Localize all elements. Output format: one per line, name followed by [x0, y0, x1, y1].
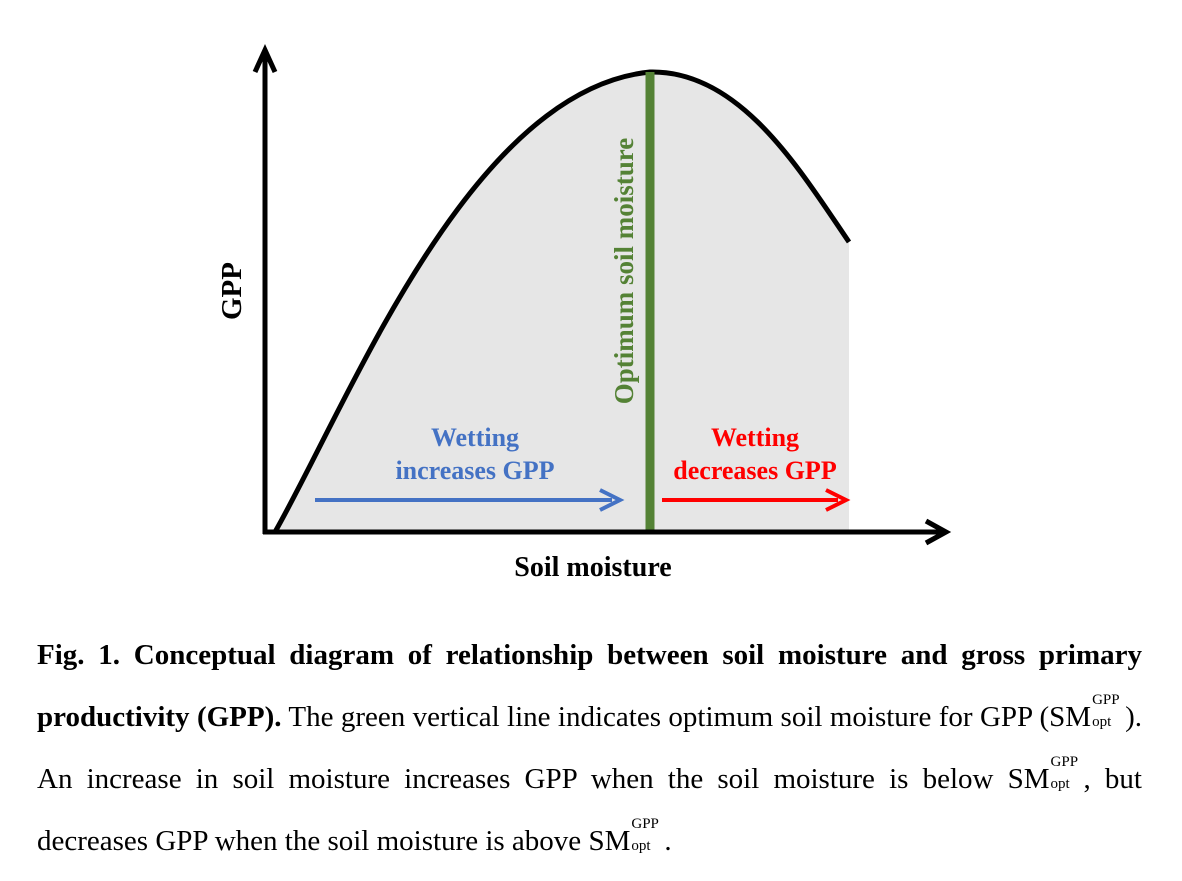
caption-text-1: The green vertical line indicates optimu…	[281, 701, 1050, 733]
figure-caption: Fig. 1. Conceptual diagram of relationsh…	[37, 624, 1142, 872]
caption-text-3: , but decreases GPP when the soil moistu…	[37, 763, 1142, 857]
caption-title: Fig. 1. Conceptual diagram of relationsh…	[37, 639, 1142, 733]
sm-opt-symbol: SM GPP opt	[1049, 686, 1125, 748]
sm-text: SM	[1007, 763, 1050, 795]
y-axis-arrowhead-icon	[252, 43, 278, 74]
decrease-label-line1: Wetting	[711, 423, 799, 452]
sm-opt-symbol: SM GPP opt	[1008, 748, 1084, 810]
sm-subscript: opt	[631, 838, 651, 854]
optimum-label: Optimum soil moisture	[609, 138, 639, 405]
increase-label-line1: Wetting	[431, 423, 519, 452]
sm-subscript: opt	[1092, 714, 1112, 730]
sm-superscript: GPP	[1092, 692, 1120, 708]
increase-label-line2: increases GPP	[395, 456, 554, 485]
sm-superscript: GPP	[631, 816, 659, 832]
sm-text: SM	[1049, 701, 1092, 733]
y-axis-label: GPP	[216, 262, 248, 320]
decrease-arrowhead-icon	[825, 488, 851, 512]
increase-arrowhead-icon	[599, 488, 625, 512]
decrease-label-line2: decreases GPP	[673, 456, 837, 485]
caption-text-4: .	[664, 825, 672, 857]
caption-text-2: ). An increase in soil moisture increase…	[37, 701, 1142, 795]
sm-subscript: opt	[1050, 776, 1070, 792]
gpp-response-curve	[272, 69, 852, 534]
sm-text: SM	[588, 825, 631, 857]
sm-opt-symbol: SM GPP opt	[588, 810, 664, 872]
x-axis-arrowhead-icon	[924, 518, 952, 546]
diagram: GPP Soil moisture Optimum soil moisture …	[216, 43, 952, 583]
x-axis-label: Soil moisture	[514, 552, 671, 583]
sm-superscript: GPP	[1050, 754, 1079, 770]
gpp-area-fill	[275, 71, 849, 533]
